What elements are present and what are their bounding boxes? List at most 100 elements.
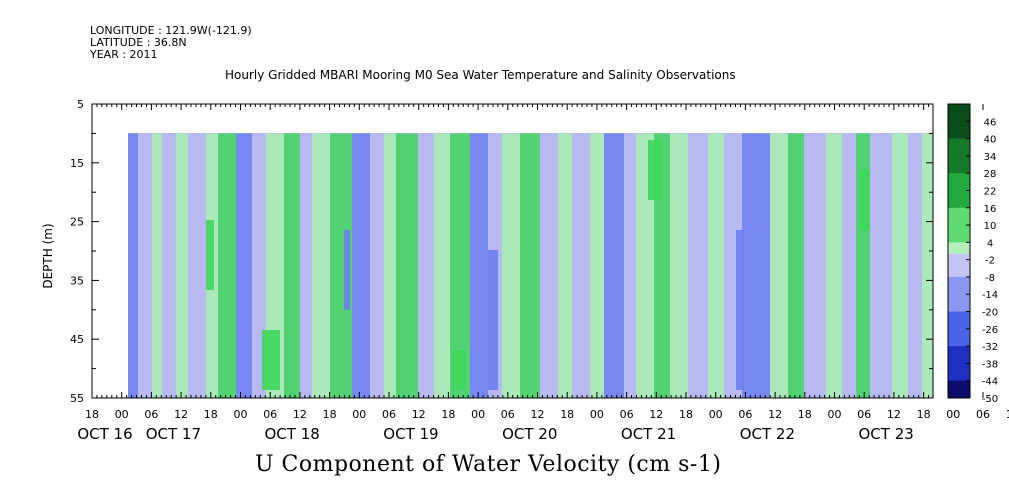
colorbar-label: 16 xyxy=(984,204,997,215)
velocity-band xyxy=(384,133,396,398)
x-tick-label: 00 xyxy=(828,408,842,421)
colorbar-segment xyxy=(948,276,970,284)
colorbar-segment xyxy=(948,138,970,145)
chart-title: Hourly Gridded MBARI Mooring M0 Sea Wate… xyxy=(225,68,736,82)
y-tick-label: 35 xyxy=(70,274,84,287)
colorbar-segment xyxy=(948,196,970,203)
velocity-band xyxy=(688,133,708,398)
colorbar-segment xyxy=(948,346,970,353)
x-tick-label: 18 xyxy=(679,408,693,421)
velocity-band xyxy=(804,133,826,398)
x-tick-label: 06 xyxy=(501,408,515,421)
colorbar-segment xyxy=(948,386,970,393)
velocity-band xyxy=(670,133,688,398)
colorbar-segment xyxy=(948,265,970,272)
velocity-band xyxy=(176,133,188,398)
x-tick-label: 12 xyxy=(768,408,782,421)
colorbar-segment xyxy=(948,259,970,266)
colorbar-label: -2 xyxy=(985,256,995,267)
x-day-label: OCT 22 xyxy=(740,425,795,443)
colorbar-segment xyxy=(948,363,970,370)
velocity-band xyxy=(300,133,312,398)
velocity-blob xyxy=(262,330,280,390)
x-tick-label: 12 xyxy=(174,408,188,421)
colorbar-segment xyxy=(948,104,970,111)
colorbar-segment xyxy=(948,271,970,278)
velocity-blob xyxy=(648,140,662,200)
colorbar-label: 46 xyxy=(984,117,997,128)
velocity-band xyxy=(590,133,604,398)
velocity-blob xyxy=(860,170,870,230)
colorbar-label: -44 xyxy=(982,377,998,388)
colorbar-label: -20 xyxy=(982,308,998,319)
x-tick-label: 18 xyxy=(798,408,812,421)
colorbar-label: 22 xyxy=(984,186,997,197)
colorbar-segment xyxy=(948,155,970,162)
heatmap-field xyxy=(128,133,933,398)
colorbar-segment xyxy=(948,167,970,174)
x-day-label: OCT 17 xyxy=(146,425,201,443)
colorbar-segment xyxy=(948,109,970,116)
colorbar-segment xyxy=(948,121,970,128)
colorbar-label: -32 xyxy=(982,342,998,353)
colorbar-label: 4 xyxy=(987,238,993,249)
x-tick-label: 18 xyxy=(560,408,574,421)
velocity-band xyxy=(842,133,856,398)
velocity-band xyxy=(396,133,418,398)
colorbar-segment xyxy=(948,357,970,364)
velocity-band xyxy=(218,133,236,398)
x-day-label: OCT 21 xyxy=(621,425,676,443)
velocity-band xyxy=(908,133,922,398)
colorbar-segment xyxy=(948,317,970,324)
velocity-band xyxy=(604,133,624,398)
colorbar-segment xyxy=(948,236,970,243)
velocity-band xyxy=(922,133,933,398)
colorbar-segment xyxy=(948,248,970,255)
x-tick-label: 00 xyxy=(946,408,960,421)
velocity-band xyxy=(826,133,842,398)
velocity-band xyxy=(352,133,370,398)
velocity-blob xyxy=(344,230,350,310)
x-tick-label: 06 xyxy=(857,408,871,421)
y-axis-label: DEPTH (m) xyxy=(41,223,55,288)
colorbar-segment xyxy=(948,207,970,214)
x-tick-label: 18 xyxy=(204,408,218,421)
velocity-blob xyxy=(736,230,744,390)
x-tick-label: 12 xyxy=(531,408,545,421)
x-day-label: OCT 18 xyxy=(265,425,320,443)
x-tick-label: 06 xyxy=(620,408,634,421)
colorbar-label: 34 xyxy=(984,152,997,163)
velocity-band xyxy=(742,133,770,398)
colorbar-segment xyxy=(948,369,970,376)
velocity-band xyxy=(558,133,572,398)
colorbar-segment xyxy=(948,219,970,226)
colorbar-segment xyxy=(948,202,970,209)
velocity-band xyxy=(450,133,470,398)
colorbar-segment xyxy=(948,213,970,220)
x-tick-label: 00 xyxy=(352,408,366,421)
velocity-band xyxy=(434,133,450,398)
y-tick-label: 25 xyxy=(70,216,84,229)
velocity-band xyxy=(520,133,540,398)
colorbar-label: 10 xyxy=(984,221,997,232)
x-tick-label: 06 xyxy=(144,408,158,421)
velocity-band xyxy=(892,133,908,398)
velocity-band xyxy=(330,133,352,398)
colorbar-label: 40 xyxy=(984,135,997,146)
velocity-band xyxy=(572,133,590,398)
velocity-band xyxy=(788,133,804,398)
colorbar-segment xyxy=(948,311,970,318)
colorbar-segment xyxy=(948,351,970,358)
colorbar-segment xyxy=(948,127,970,134)
colorbar-frame xyxy=(947,103,971,399)
colorbar-segment xyxy=(948,288,970,295)
x-tick-label: 18 xyxy=(441,408,455,421)
velocity-band xyxy=(236,133,252,398)
colorbar-label: 28 xyxy=(984,169,997,180)
year-label: YEAR : 2011 xyxy=(90,48,158,61)
colorbar-segment xyxy=(948,334,970,341)
velocity-band xyxy=(624,133,636,398)
colorbar-segment xyxy=(948,230,970,237)
colorbar-segment xyxy=(948,190,970,197)
x-day-label: OCT 23 xyxy=(859,425,914,443)
